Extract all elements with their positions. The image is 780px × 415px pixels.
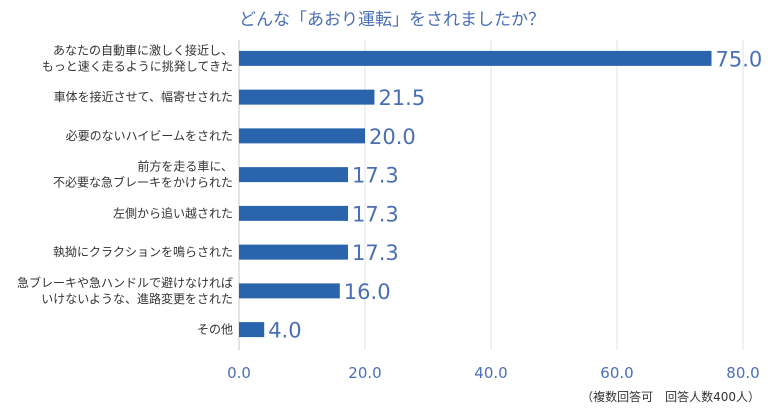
category-label: 急ブレーキや急ハンドルで避けなければ: [17, 275, 233, 290]
x-tick-label: 0.0: [227, 364, 251, 382]
x-tick-label: 20.0: [348, 364, 381, 382]
bar: [239, 167, 348, 183]
bar: [239, 128, 365, 144]
chart-note: （複数回答可 回答人数400人）: [581, 389, 760, 404]
category-label: 必要のないハイビームをされた: [66, 129, 233, 143]
value-label: 75.0: [716, 47, 763, 71]
x-tick-label: 40.0: [474, 364, 507, 382]
bar: [239, 283, 340, 299]
bar: [239, 89, 375, 105]
category-label: あなたの自動車に激しく接近し、: [53, 42, 233, 57]
value-label: 17.3: [352, 241, 399, 265]
value-label: 4.0: [268, 319, 301, 343]
bar: [239, 244, 348, 260]
category-label: 車体を接近させて、幅寄せされた: [54, 89, 233, 104]
category-label: 執拗にクラクションを鳴らされた: [53, 245, 233, 259]
value-label: 20.0: [369, 125, 416, 149]
value-label: 21.5: [378, 86, 425, 110]
x-tick-label: 80.0: [726, 364, 759, 382]
category-label: もっと速く走るように挑発してきた: [42, 59, 233, 73]
bar: [239, 50, 712, 66]
category-label: いけないような、進路変更をされた: [41, 291, 233, 306]
value-label: 16.0: [344, 280, 391, 304]
category-label: 左側から追い越された: [113, 205, 233, 220]
bar: [239, 205, 348, 221]
category-label: 不必要な急ブレーキをかけられた: [53, 175, 233, 190]
value-label: 17.3: [352, 164, 399, 188]
chart-title: どんな「あおり運転」をされましたか？: [239, 10, 545, 30]
category-label: その他: [197, 323, 233, 337]
bar: [239, 322, 265, 338]
x-tick-label: 60.0: [600, 364, 633, 382]
value-label: 17.3: [352, 202, 399, 226]
category-label: 前方を走る車に、: [137, 159, 233, 174]
